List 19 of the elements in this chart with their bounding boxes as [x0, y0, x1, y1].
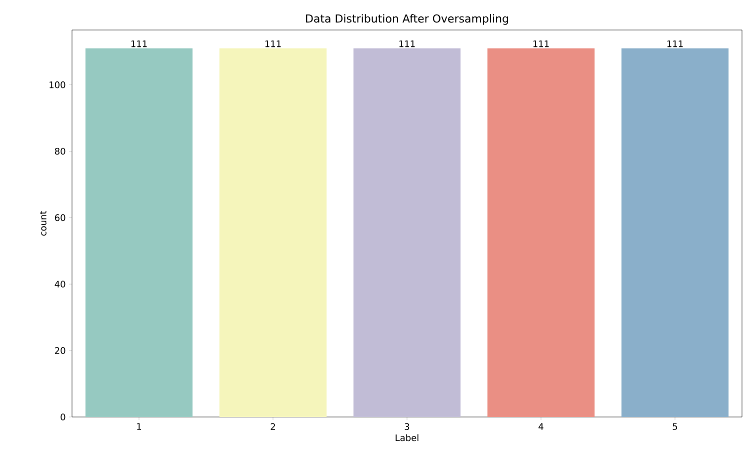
y-tick-label: 100 — [50, 81, 66, 88]
x-tick-label: 3 — [404, 423, 410, 430]
y-axis-title: count — [40, 211, 46, 236]
x-tick-label: 4 — [538, 423, 544, 430]
x-tick-label: 5 — [672, 423, 678, 430]
x-tick-label: 1 — [137, 423, 142, 430]
y-tick-label: 40 — [54, 280, 66, 288]
y-tick-label: 0 — [60, 414, 66, 420]
x-tick-label: 2 — [270, 423, 275, 430]
x-axis-title: Label — [396, 434, 418, 442]
y-tick-label: 80 — [54, 148, 66, 155]
data-label: 111 — [667, 40, 683, 48]
y-tick-label: 60 — [54, 214, 66, 222]
y-tick-label: 20 — [55, 347, 66, 354]
chart-title: Data Distribution After Oversampling — [306, 14, 508, 25]
data-label: 111 — [399, 40, 415, 48]
data-label: 111 — [265, 40, 281, 48]
data-label: 111 — [131, 40, 147, 48]
data-label: 111 — [533, 40, 549, 48]
